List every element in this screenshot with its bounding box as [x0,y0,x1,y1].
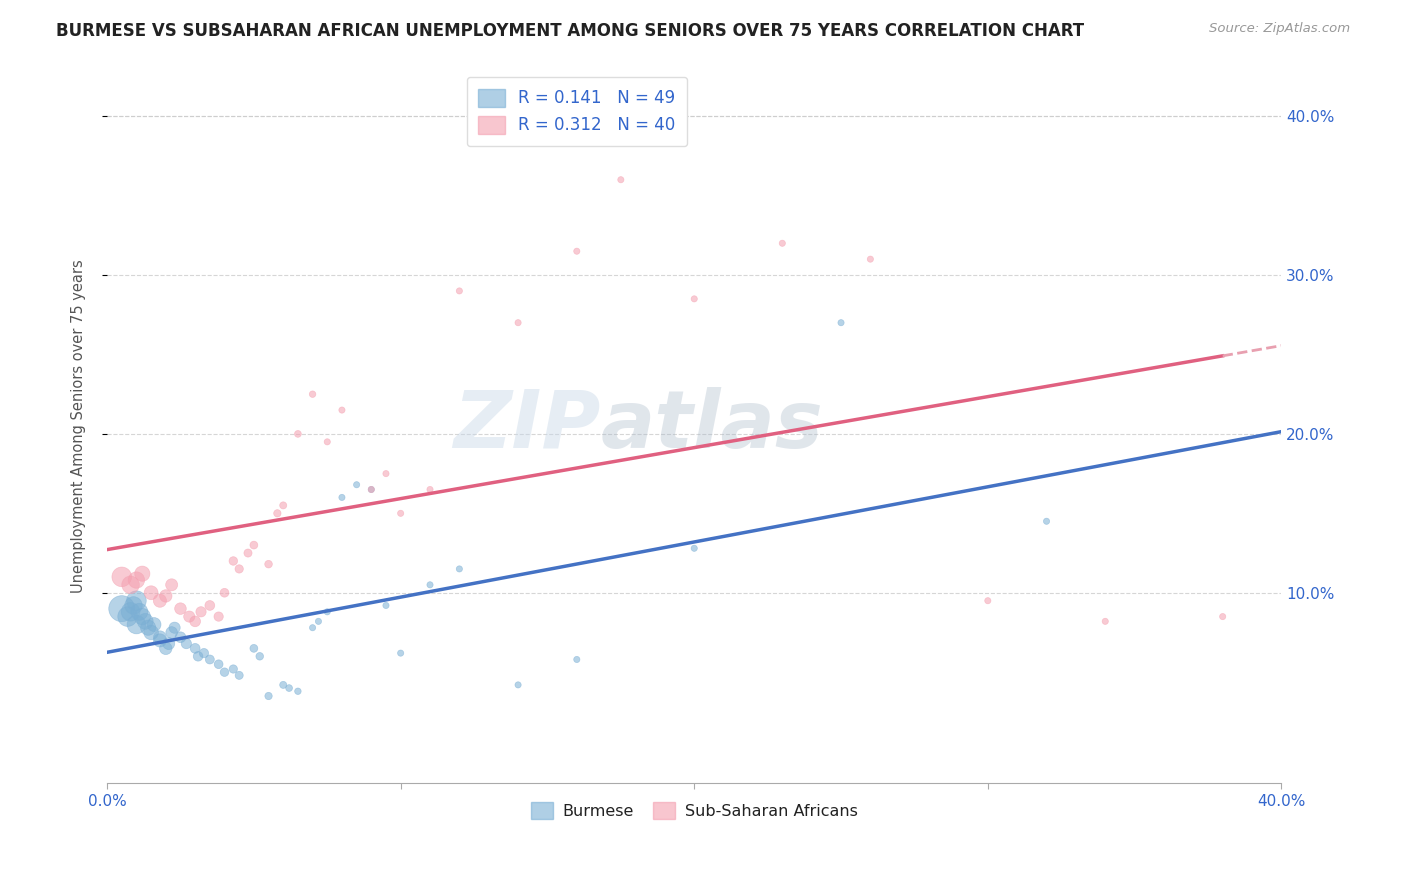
Text: atlas: atlas [600,387,823,465]
Text: ZIP: ZIP [453,387,600,465]
Point [1212,609,1234,624]
Point [208,657,231,672]
Point [360,483,382,497]
Point [222,554,245,568]
Point [249,649,271,664]
Point [316,434,339,449]
Point [214,665,236,680]
Point [125,617,148,632]
Point [111,570,134,584]
Point [243,641,266,656]
Point [208,609,231,624]
Point [139,625,162,640]
Point [155,589,177,603]
Point [683,292,706,306]
Point [278,681,301,695]
Point [163,621,186,635]
Point [169,601,191,615]
Point [214,586,236,600]
Point [120,578,142,592]
Point [271,499,294,513]
Legend: Burmese, Sub-Saharan Africans: Burmese, Sub-Saharan Africans [524,796,865,825]
Point [346,477,368,491]
Point [449,562,471,576]
Point [330,403,353,417]
Point [125,573,148,587]
Point [419,578,441,592]
Point [330,491,353,505]
Point [287,684,309,698]
Point [139,586,162,600]
Point [160,625,183,640]
Point [125,593,148,607]
Point [243,538,266,552]
Point [1094,615,1116,629]
Point [830,316,852,330]
Point [301,621,323,635]
Point [287,426,309,441]
Y-axis label: Unemployment Among Seniors over 75 years: Unemployment Among Seniors over 75 years [72,259,86,593]
Point [271,678,294,692]
Point [506,678,529,692]
Point [120,605,142,619]
Text: BURMESE VS SUBSAHARAN AFRICAN UNEMPLOYMENT AMONG SENIORS OVER 75 YEARS CORRELATI: BURMESE VS SUBSAHARAN AFRICAN UNEMPLOYME… [56,22,1084,40]
Point [149,633,172,648]
Point [149,630,172,644]
Point [360,483,382,497]
Point [155,641,177,656]
Point [134,615,156,629]
Point [375,599,398,613]
Point [131,566,153,581]
Point [222,662,245,676]
Point [770,236,793,251]
Point [449,284,471,298]
Point [506,316,529,330]
Point [131,609,153,624]
Point [316,605,339,619]
Text: Source: ZipAtlas.com: Source: ZipAtlas.com [1209,22,1350,36]
Point [176,637,198,651]
Point [143,617,166,632]
Point [565,652,588,666]
Point [389,646,412,660]
Point [198,599,221,613]
Point [228,562,250,576]
Point [157,637,180,651]
Point [266,506,288,520]
Point [187,649,209,664]
Point [198,652,221,666]
Point [128,605,150,619]
Point [375,467,398,481]
Point [169,630,191,644]
Point [1035,514,1057,528]
Point [307,615,329,629]
Point [193,646,215,660]
Point [190,605,212,619]
Point [977,593,1000,607]
Point [228,668,250,682]
Point [610,172,633,186]
Point [111,601,134,615]
Point [565,244,588,259]
Point [149,593,172,607]
Point [301,387,323,401]
Point [257,689,280,703]
Point [179,609,201,624]
Point [184,615,207,629]
Point [257,557,280,571]
Point [122,599,145,613]
Point [184,641,207,656]
Point [683,541,706,556]
Point [389,506,412,520]
Point [236,546,259,560]
Point [136,621,159,635]
Point [859,252,882,267]
Point [160,578,183,592]
Point [419,483,441,497]
Point [117,609,139,624]
